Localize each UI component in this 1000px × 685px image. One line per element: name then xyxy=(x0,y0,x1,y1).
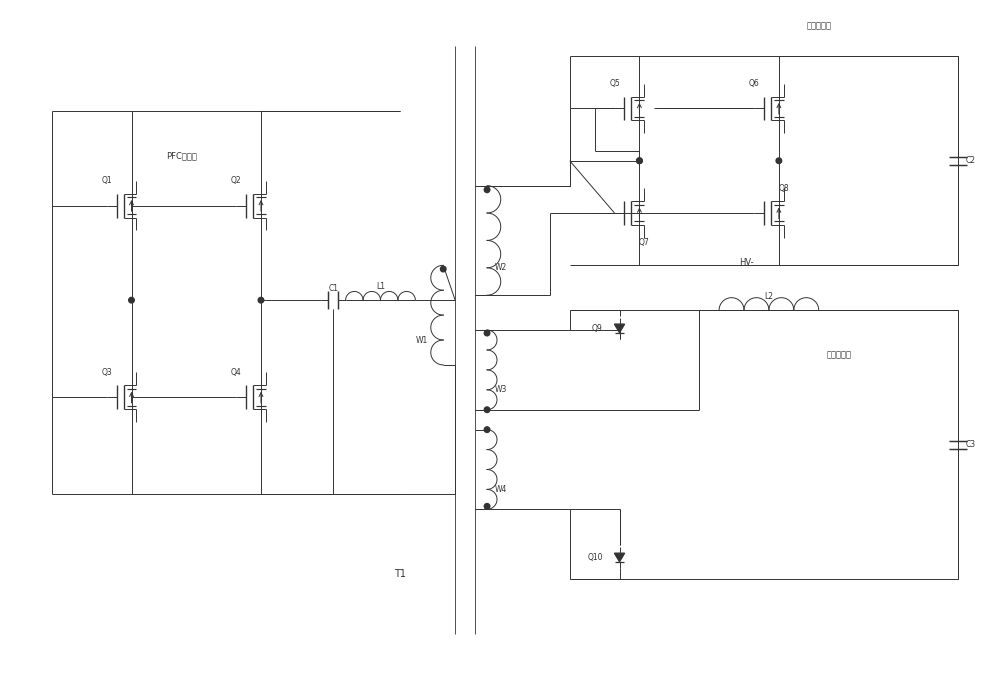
Text: W4: W4 xyxy=(495,485,507,494)
Text: Q10: Q10 xyxy=(588,553,603,562)
Circle shape xyxy=(484,330,490,336)
Text: C2: C2 xyxy=(966,156,976,165)
Text: 低压电池侧: 低压电池侧 xyxy=(826,351,851,360)
Text: Q1: Q1 xyxy=(101,176,112,185)
Text: Q2: Q2 xyxy=(231,176,241,185)
Text: T1: T1 xyxy=(394,569,406,579)
Text: L1: L1 xyxy=(376,282,385,291)
Text: W1: W1 xyxy=(415,336,428,345)
Text: HV-: HV- xyxy=(739,258,754,267)
Text: Q7: Q7 xyxy=(639,238,650,247)
Text: Q4: Q4 xyxy=(231,368,241,377)
Text: Q6: Q6 xyxy=(749,79,759,88)
Circle shape xyxy=(129,297,134,303)
Text: Q5: Q5 xyxy=(609,79,620,88)
Text: Q9: Q9 xyxy=(592,324,602,333)
Circle shape xyxy=(776,158,782,164)
Text: 高压电池侧: 高压电池侧 xyxy=(806,22,831,31)
Text: W2: W2 xyxy=(495,263,507,273)
Polygon shape xyxy=(614,324,625,333)
Text: Q3: Q3 xyxy=(101,368,112,377)
Text: PFC高压侧: PFC高压侧 xyxy=(166,151,197,160)
Circle shape xyxy=(440,266,446,272)
Polygon shape xyxy=(614,553,625,562)
Circle shape xyxy=(484,503,490,509)
Circle shape xyxy=(484,407,490,412)
Text: W3: W3 xyxy=(495,385,507,395)
Text: C1: C1 xyxy=(328,284,338,292)
Circle shape xyxy=(258,297,264,303)
Circle shape xyxy=(484,187,490,192)
Text: L2: L2 xyxy=(764,292,773,301)
Circle shape xyxy=(484,427,490,432)
Text: C3: C3 xyxy=(966,440,976,449)
Text: Q8: Q8 xyxy=(779,184,789,192)
Circle shape xyxy=(637,158,642,164)
Circle shape xyxy=(637,158,642,164)
